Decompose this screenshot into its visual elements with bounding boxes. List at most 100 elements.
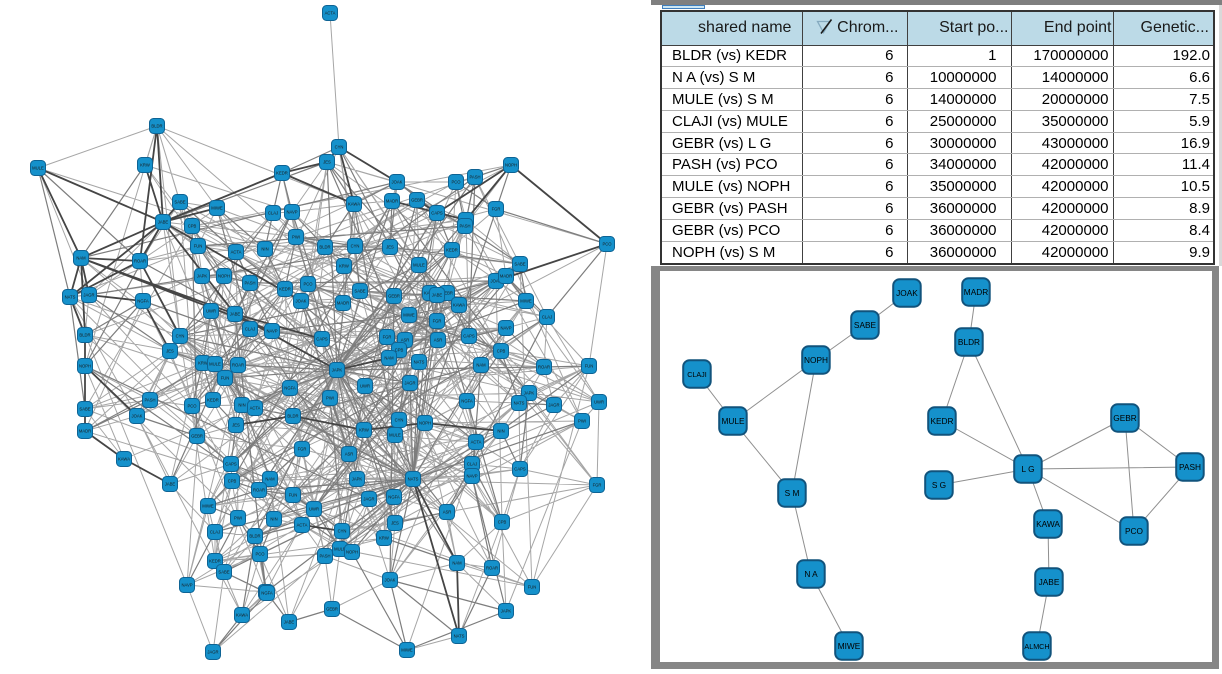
svg-text:JES: JES: [323, 160, 331, 165]
svg-text:PCO: PCO: [303, 282, 313, 287]
svg-text:PWI: PWI: [578, 419, 586, 424]
svg-text:KRW: KRW: [339, 264, 349, 269]
svg-text:CAPS: CAPS: [225, 462, 237, 467]
svg-text:JAGR: JAGR: [404, 381, 415, 386]
svg-text:JAPK: JAPK: [197, 274, 208, 279]
svg-text:JES: JES: [391, 521, 399, 526]
svg-text:CPB: CPB: [497, 349, 506, 354]
svg-text:FUN: FUN: [585, 364, 594, 369]
svg-text:KEDR: KEDR: [207, 398, 219, 403]
svg-text:ROAR: ROAR: [486, 566, 498, 571]
svg-text:NOPH: NOPH: [346, 550, 358, 555]
svg-text:MULE: MULE: [721, 416, 745, 426]
svg-text:JAPK: JAPK: [524, 391, 535, 396]
svg-text:ACTA: ACTA: [471, 440, 482, 445]
svg-text:BLDR: BLDR: [79, 333, 90, 338]
svg-text:S M: S M: [785, 488, 800, 498]
svg-text:NAM: NAM: [476, 363, 486, 368]
svg-text:PASH: PASH: [459, 224, 470, 229]
svg-text:BLDR: BLDR: [319, 245, 330, 250]
svg-text:PASH: PASH: [244, 281, 255, 286]
svg-text:CLAJ: CLAJ: [467, 462, 477, 467]
svg-text:JAGR: JAGR: [83, 293, 94, 298]
svg-text:MADR: MADR: [79, 429, 91, 434]
svg-text:JABE: JABE: [230, 312, 241, 317]
svg-text:CYN: CYN: [176, 334, 185, 339]
svg-text:PCO: PCO: [451, 180, 461, 185]
svg-text:JES: JES: [232, 423, 240, 428]
svg-text:NOPH: NOPH: [505, 163, 517, 168]
svg-text:NOPH: NOPH: [419, 421, 431, 426]
svg-text:SABE: SABE: [174, 200, 185, 205]
svg-text:MADR: MADR: [337, 301, 349, 306]
svg-text:MULE: MULE: [413, 263, 425, 268]
svg-text:SABE: SABE: [218, 570, 229, 575]
svg-text:MULE: MULE: [32, 166, 44, 171]
svg-text:GEBR: GEBR: [388, 294, 400, 299]
svg-text:JABE: JABE: [158, 220, 169, 225]
svg-text:CLAJ: CLAJ: [210, 530, 220, 535]
svg-text:SABE: SABE: [79, 407, 90, 412]
svg-text:JES: JES: [166, 349, 174, 354]
svg-text:CPB: CPB: [395, 348, 404, 353]
svg-text:PCO: PCO: [602, 242, 612, 247]
svg-text:PASH: PASH: [469, 175, 480, 180]
svg-text:L G: L G: [1021, 464, 1034, 474]
svg-text:NGFA: NGFA: [261, 591, 273, 596]
svg-text:UWR: UWR: [309, 507, 319, 512]
svg-text:CLAJ: CLAJ: [268, 211, 278, 216]
svg-text:FUN: FUN: [221, 376, 230, 381]
svg-text:MIWE: MIWE: [211, 206, 223, 211]
svg-text:ASR: ASR: [443, 510, 452, 515]
svg-text:KAWA: KAWA: [236, 613, 248, 618]
svg-text:NGFA: NGFA: [461, 399, 473, 404]
svg-text:NAVP: NAVP: [286, 210, 297, 215]
svg-text:N A: N A: [804, 569, 818, 579]
svg-text:SABE: SABE: [514, 262, 525, 267]
svg-text:PWI: PWI: [292, 235, 300, 240]
svg-text:KAWA: KAWA: [1036, 519, 1060, 529]
svg-text:MULE: MULE: [389, 433, 401, 438]
svg-text:BLDR: BLDR: [249, 534, 260, 539]
svg-text:PCO: PCO: [187, 404, 197, 409]
svg-text:KEDR: KEDR: [930, 416, 953, 426]
svg-text:JAGR: JAGR: [207, 650, 218, 655]
svg-text:MIWE: MIWE: [520, 299, 532, 304]
svg-text:S G: S G: [932, 480, 946, 490]
svg-text:KEDR: KEDR: [446, 248, 458, 253]
svg-text:ASR: ASR: [434, 338, 443, 343]
svg-text:PASH: PASH: [1179, 462, 1201, 472]
svg-text:CAPS: CAPS: [316, 337, 328, 342]
svg-text:PASH: PASH: [144, 398, 155, 403]
svg-text:JOAK: JOAK: [896, 288, 918, 298]
svg-text:ROAR: ROAR: [538, 365, 550, 370]
svg-text:NATS: NATS: [414, 360, 425, 365]
svg-text:NAM: NAM: [384, 356, 394, 361]
svg-text:FGR: FGR: [593, 483, 602, 488]
svg-text:NATS: NATS: [514, 401, 525, 406]
svg-text:JOAK: JOAK: [132, 414, 143, 419]
svg-text:KEDR: KEDR: [276, 171, 288, 176]
svg-text:NAVP: NAVP: [466, 474, 477, 479]
svg-text:KAWA: KAWA: [118, 457, 130, 462]
svg-text:CYN: CYN: [335, 145, 344, 150]
svg-text:ROAR: ROAR: [134, 259, 146, 264]
svg-text:CYN: CYN: [338, 529, 347, 534]
svg-text:FUN: FUN: [194, 244, 203, 249]
svg-text:MIWE: MIWE: [401, 648, 413, 653]
svg-text:NAM: NAM: [452, 561, 462, 566]
svg-text:GEBR: GEBR: [441, 291, 453, 296]
svg-text:PCO: PCO: [1125, 526, 1144, 536]
svg-text:NATS: NATS: [408, 477, 419, 482]
svg-text:MIWE: MIWE: [403, 313, 415, 318]
svg-text:PASH: PASH: [319, 554, 330, 559]
svg-text:BLDR: BLDR: [958, 337, 980, 347]
svg-text:SABE: SABE: [854, 320, 877, 330]
svg-text:KEDR: KEDR: [279, 287, 291, 292]
svg-text:ROAR: ROAR: [232, 363, 244, 368]
svg-text:ALMCH: ALMCH: [1024, 642, 1049, 651]
svg-text:CAPS: CAPS: [463, 334, 475, 339]
svg-text:JABE: JABE: [284, 620, 295, 625]
svg-text:UWR: UWR: [360, 384, 370, 389]
svg-text:JAPK: JAPK: [332, 368, 343, 373]
